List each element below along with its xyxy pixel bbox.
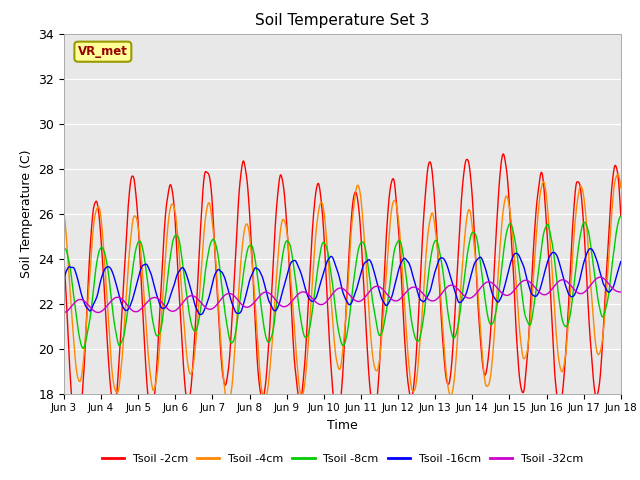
Tsoil -8cm (246, 242, 254, 248)
Tsoil -4cm (184, 361, 191, 367)
Tsoil -2cm (246, 227, 254, 232)
Line: Tsoil -32cm: Tsoil -32cm (64, 277, 621, 312)
Tsoil -8cm (184, 304, 192, 310)
Tsoil -32cm (60, 310, 68, 315)
Tsoil -32cm (246, 303, 254, 309)
Tsoil -16cm (587, 246, 595, 252)
Tsoil -4cm (60, 211, 68, 216)
Tsoil -2cm (73, 434, 81, 440)
Tsoil -32cm (171, 308, 179, 314)
Tsoil -16cm (170, 281, 178, 287)
Tsoil -32cm (502, 292, 509, 298)
Tsoil -4cm (617, 185, 625, 191)
Line: Tsoil -8cm: Tsoil -8cm (64, 216, 621, 348)
Tsoil -2cm (429, 179, 437, 184)
Tsoil -16cm (551, 250, 559, 256)
Tsoil -32cm (94, 310, 102, 315)
Tsoil -4cm (502, 194, 509, 200)
Tsoil -2cm (502, 165, 510, 171)
Tsoil -8cm (60, 246, 68, 252)
Tsoil -2cm (499, 151, 507, 157)
Tsoil -2cm (552, 378, 559, 384)
Tsoil -16cm (502, 278, 509, 284)
Tsoil -32cm (184, 294, 192, 300)
Tsoil -16cm (184, 276, 191, 282)
Tsoil -2cm (60, 256, 68, 262)
Tsoil -32cm (551, 282, 559, 288)
Tsoil -2cm (617, 213, 625, 219)
Tsoil -4cm (170, 205, 178, 211)
Tsoil -4cm (429, 212, 437, 218)
Tsoil -2cm (171, 210, 179, 216)
Line: Tsoil -16cm: Tsoil -16cm (64, 249, 621, 314)
Tsoil -4cm (551, 314, 559, 320)
Tsoil -16cm (196, 312, 204, 317)
Tsoil -8cm (171, 233, 179, 239)
Tsoil -8cm (429, 243, 437, 249)
Tsoil -16cm (60, 276, 68, 281)
Tsoil -32cm (617, 289, 625, 295)
Tsoil -8cm (617, 213, 625, 219)
Title: Soil Temperature Set 3: Soil Temperature Set 3 (255, 13, 429, 28)
Tsoil -16cm (246, 275, 254, 281)
Tsoil -16cm (429, 276, 437, 282)
Tsoil -8cm (79, 346, 87, 351)
Tsoil -4cm (224, 401, 232, 407)
Line: Tsoil -2cm: Tsoil -2cm (64, 154, 621, 437)
Tsoil -8cm (551, 262, 559, 267)
Tsoil -16cm (617, 259, 625, 264)
X-axis label: Time: Time (327, 419, 358, 432)
Tsoil -4cm (246, 242, 254, 248)
Text: VR_met: VR_met (78, 45, 128, 58)
Tsoil -32cm (596, 274, 604, 280)
Tsoil -2cm (184, 398, 192, 404)
Tsoil -8cm (502, 233, 509, 239)
Tsoil -32cm (429, 298, 437, 304)
Line: Tsoil -4cm: Tsoil -4cm (64, 174, 621, 404)
Legend: Tsoil -2cm, Tsoil -4cm, Tsoil -8cm, Tsoil -16cm, Tsoil -32cm: Tsoil -2cm, Tsoil -4cm, Tsoil -8cm, Tsoi… (97, 450, 588, 468)
Y-axis label: Soil Temperature (C): Soil Temperature (C) (20, 149, 33, 278)
Tsoil -4cm (614, 171, 621, 177)
